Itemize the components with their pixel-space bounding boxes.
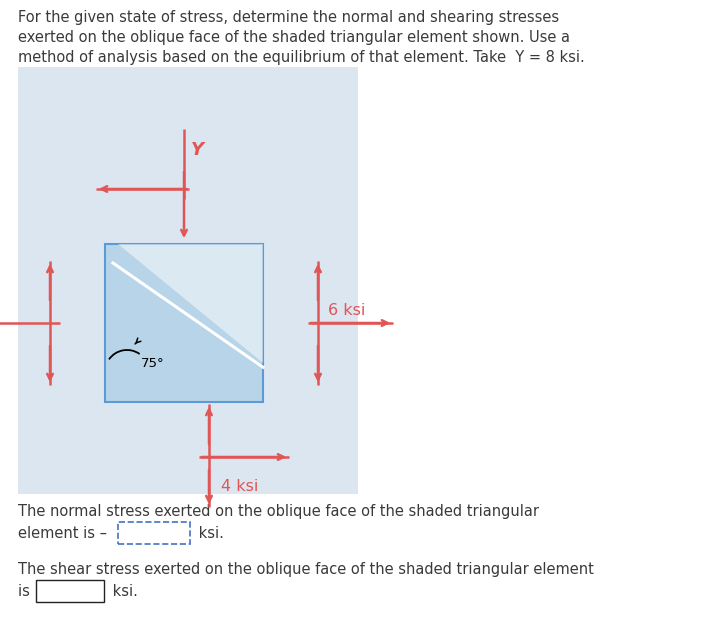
Text: Y: Y	[191, 141, 204, 159]
Text: The shear stress exerted on the oblique face of the shaded triangular element: The shear stress exerted on the oblique …	[18, 562, 594, 577]
Text: method of analysis based on the equilibrium of that element. Take  Y = 8 ksi.: method of analysis based on the equilibr…	[18, 50, 585, 65]
Text: element is –: element is –	[18, 526, 112, 541]
Bar	[18, 67, 358, 494]
Text: 75°: 75°	[141, 357, 165, 370]
Bar	[36, 580, 104, 602]
Text: ksi.: ksi.	[194, 526, 224, 541]
Text: For the given state of stress, determine the normal and shearing stresses: For the given state of stress, determine…	[18, 10, 559, 25]
Text: 4 ksi: 4 ksi	[221, 479, 258, 494]
Text: is: is	[18, 584, 34, 599]
Polygon shape	[117, 244, 263, 363]
Text: The normal stress exerted on the oblique face of the shaded triangular: The normal stress exerted on the oblique…	[18, 504, 539, 519]
Text: ksi.: ksi.	[108, 584, 138, 598]
Text: 6 ksi: 6 ksi	[328, 303, 365, 318]
Bar	[118, 522, 190, 544]
Text: exerted on the oblique face of the shaded triangular element shown. Use a: exerted on the oblique face of the shade…	[18, 30, 570, 45]
Bar	[105, 244, 263, 402]
